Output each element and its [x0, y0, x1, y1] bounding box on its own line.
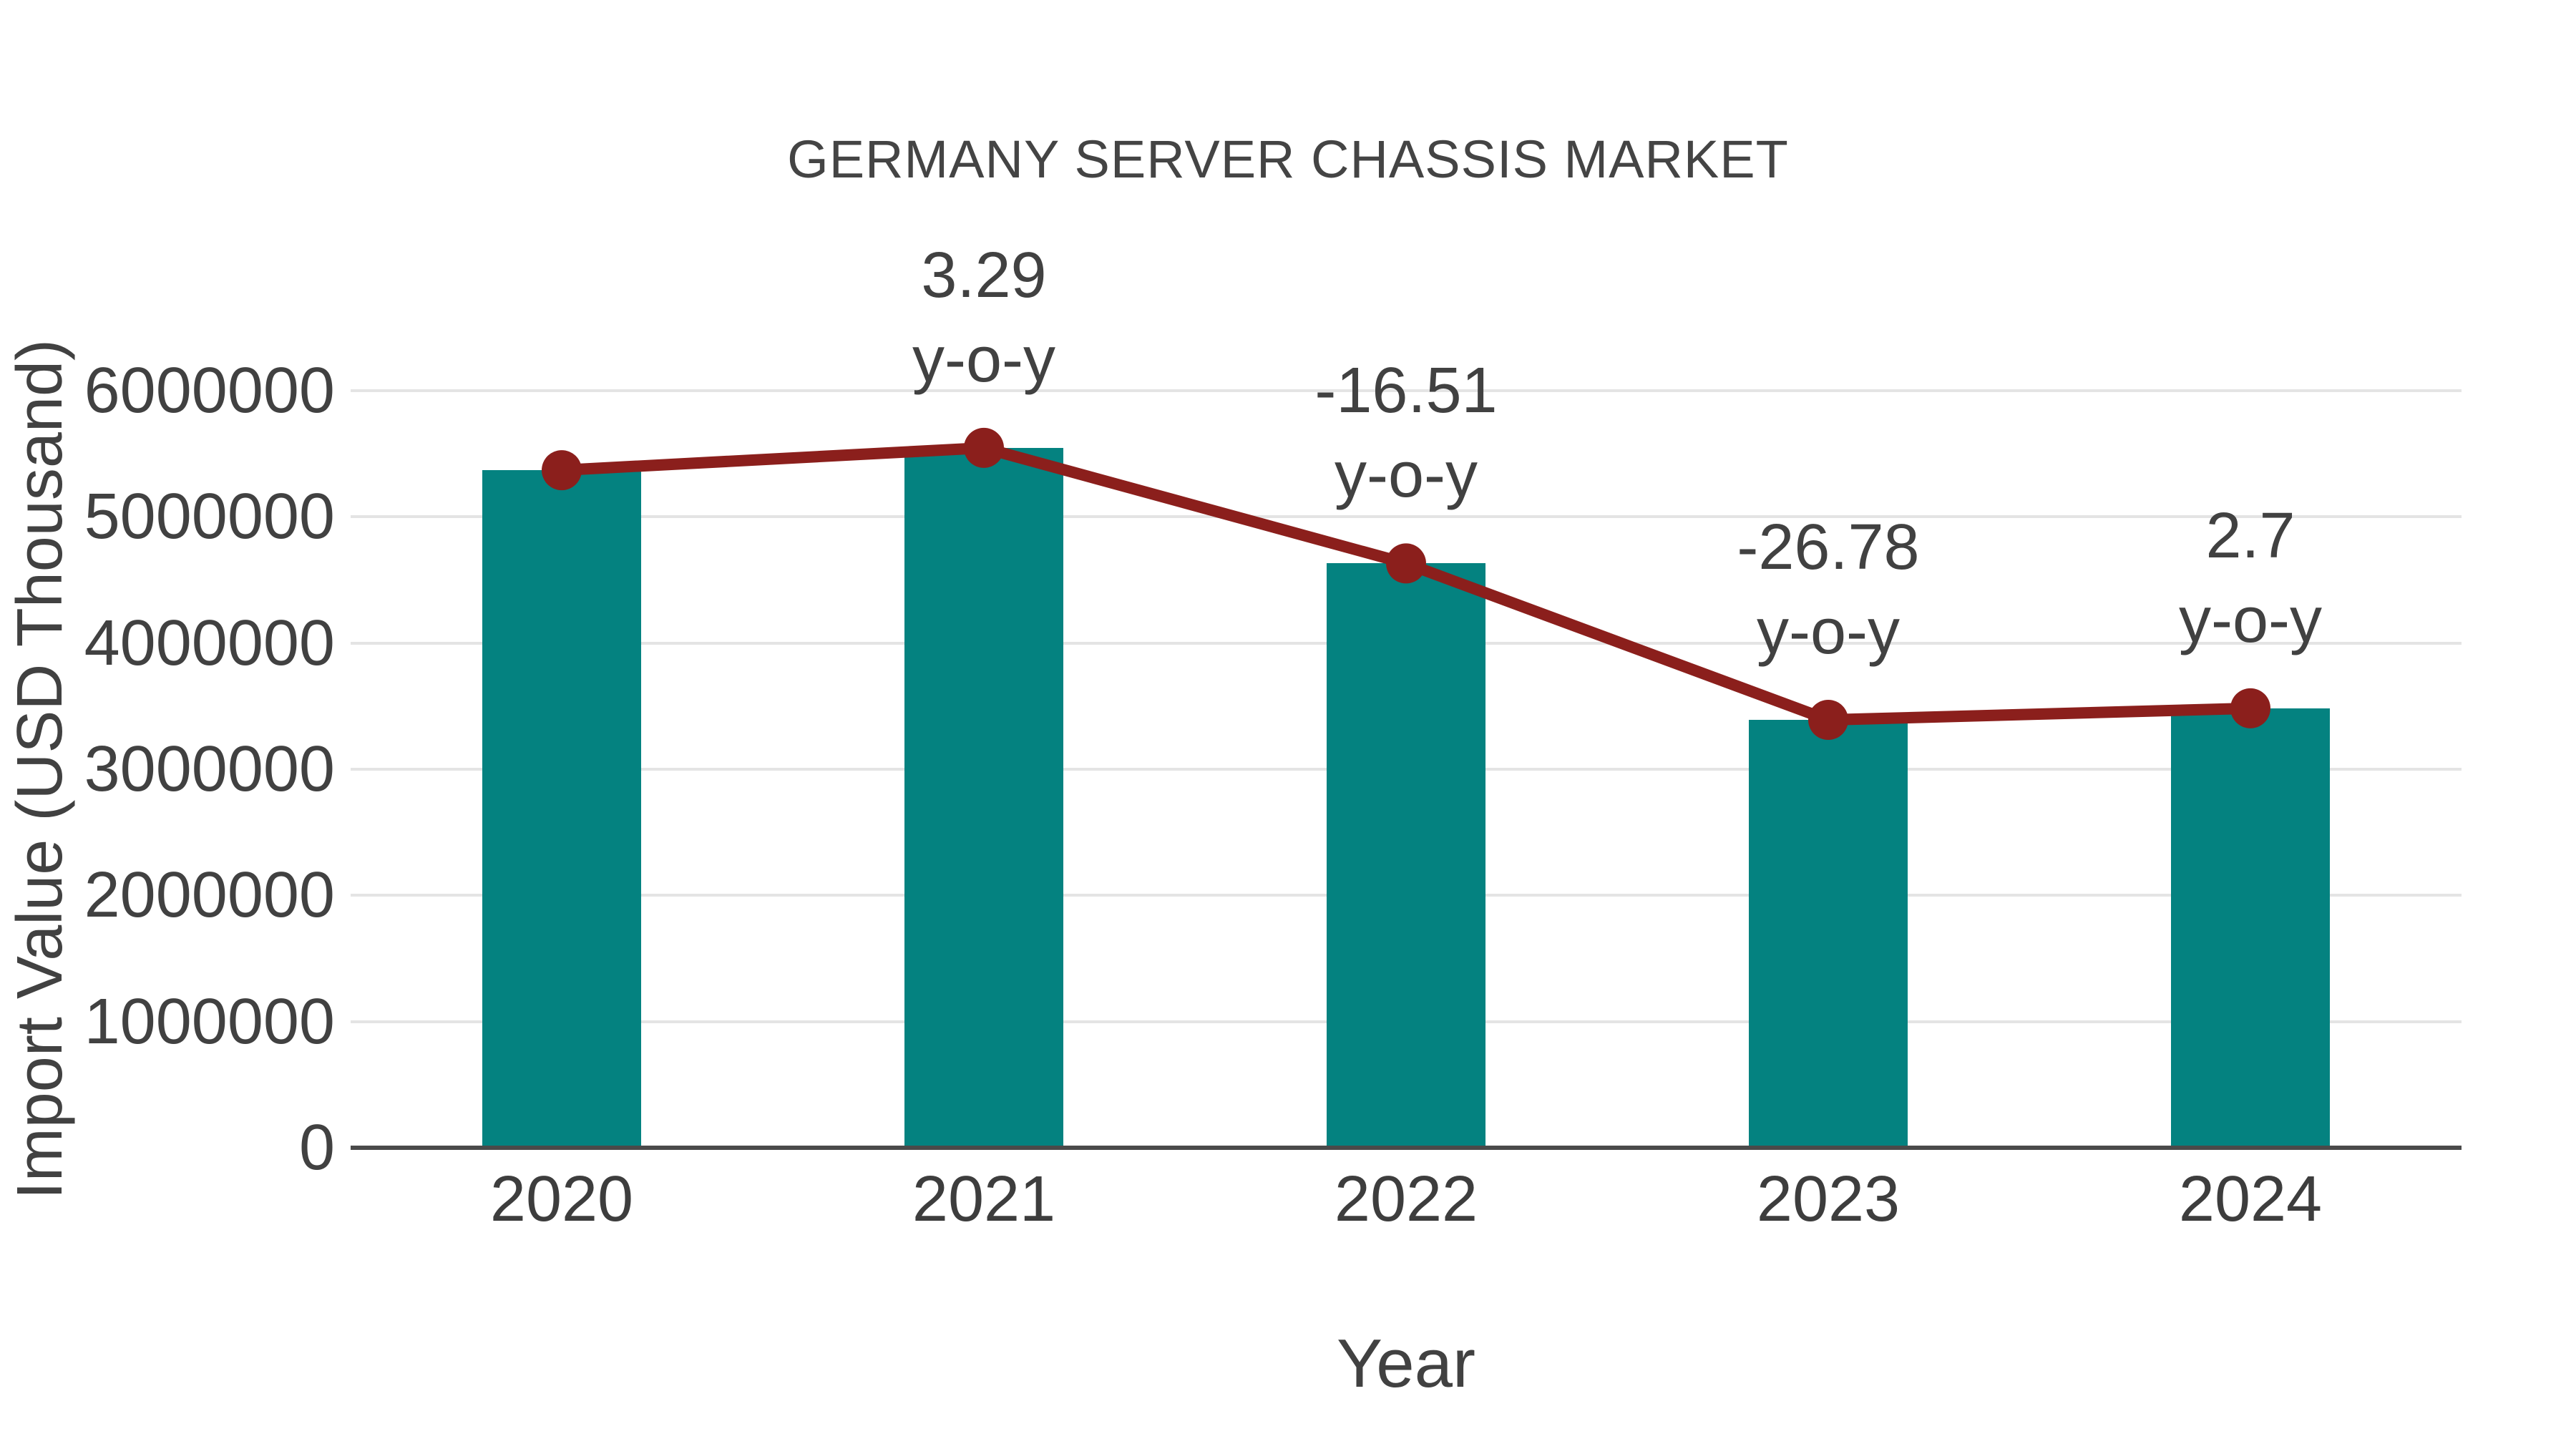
bar-2023	[1749, 720, 1908, 1148]
annotation-2021: 3.29 y-o-y	[912, 239, 1055, 396]
chart-title: GERMANY SERVER CHASSIS MARKET	[787, 130, 1789, 189]
bar-2024	[2171, 708, 2330, 1148]
trend-line-layer	[542, 427, 2270, 741]
y-tick-0: 0	[298, 1112, 335, 1184]
y-tick-1000000: 1000000	[84, 985, 335, 1058]
x-tick-2023: 2023	[1756, 1163, 1901, 1235]
x-tick-2024: 2024	[2178, 1163, 2323, 1235]
x-tick-2020: 2020	[489, 1163, 634, 1235]
bar-2022	[1327, 563, 1485, 1148]
trend-point-2022	[1386, 543, 1426, 584]
trend-point-2020	[542, 450, 582, 491]
annotation-2023: -26.78 y-o-y	[1737, 512, 1920, 668]
plot-area	[351, 389, 2462, 1150]
x-axis-title: Year	[1337, 1325, 1475, 1402]
x-tick-2021: 2021	[912, 1163, 1056, 1235]
trend-point-2024	[2230, 688, 2270, 728]
trend-point-2021	[964, 427, 1004, 468]
x-tick-2022: 2022	[1334, 1163, 1478, 1235]
y-tick-3000000: 3000000	[84, 733, 335, 805]
grid-line-5000000	[351, 515, 2462, 519]
trend-point-2023	[1808, 700, 1848, 741]
bar-2020	[482, 470, 641, 1148]
x-axis-line	[351, 1146, 2462, 1150]
annotation-2022: -16.51 y-o-y	[1314, 355, 1498, 512]
bar-2021	[904, 447, 1063, 1148]
grid-line-6000000	[351, 389, 2462, 392]
y-axis-title-text: Import Value (USD Thousand)	[4, 338, 76, 1200]
annotation-2024: 2.7 y-o-y	[2179, 499, 2322, 656]
y-tick-2000000: 2000000	[84, 859, 335, 932]
y-axis-title: Import Value (USD Thousand)	[4, 339, 76, 1199]
y-tick-4000000: 4000000	[84, 607, 335, 679]
y-tick-5000000: 5000000	[84, 481, 335, 553]
y-tick-6000000: 6000000	[84, 355, 335, 426]
